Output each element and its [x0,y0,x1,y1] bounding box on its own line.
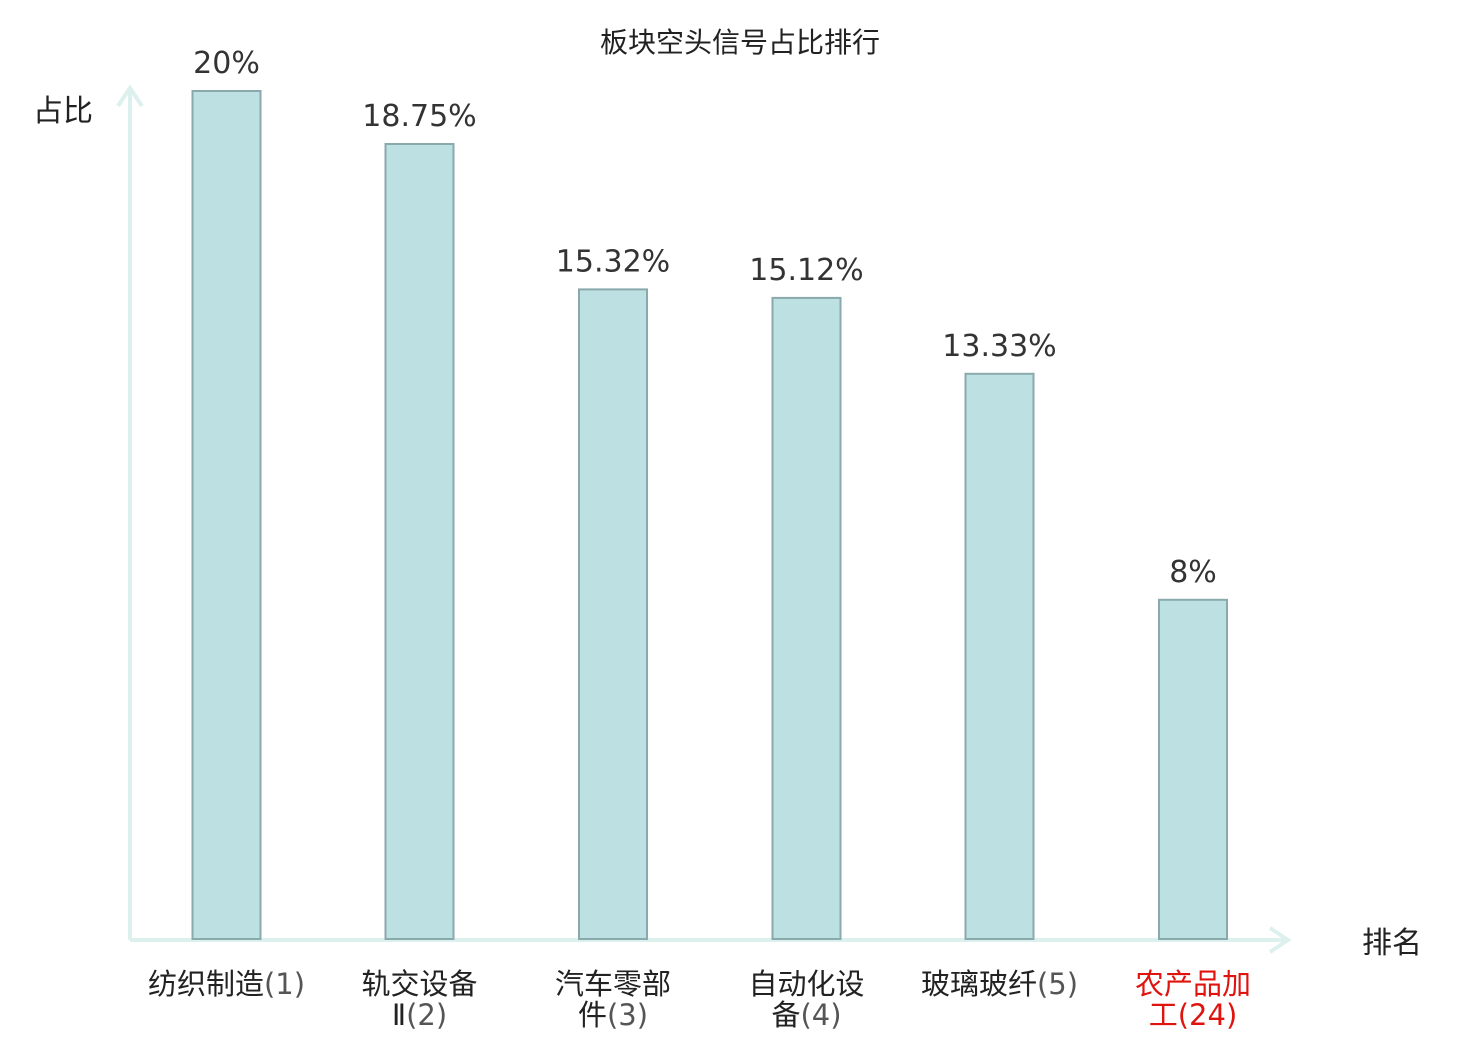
value-label-2: 18.75% [362,99,476,134]
category-rank: (5) [1037,967,1078,1001]
category-label-5: 玻璃玻纤(5) [921,967,1078,1001]
axes [116,84,1292,954]
category-name-line: Ⅱ [392,998,406,1032]
value-label-6: 8% [1169,555,1217,590]
category-name-line: 农产品加 [1135,967,1251,1001]
category-label-6: 农产品加工(24) [1135,967,1251,1032]
category-name-line: 轨交设备 [361,967,477,1001]
value-labels-group: 20% 18.75% 15.32% 15.12% 13.33% 8% [193,46,1217,590]
value-label-4: 15.12% [749,253,863,288]
y-axis-label: 占比 [33,94,93,129]
category-rank: (4) [800,998,841,1032]
category-label-3: 汽车零部件(3) [555,967,671,1032]
y-axis-arrow [116,84,144,108]
category-name-line: 工 [1149,998,1178,1032]
x-axis-arrow [1268,926,1292,954]
category-name-line: 汽车零部 [555,967,671,1001]
category-label-4: 自动化设备(4) [748,967,864,1032]
category-label-2: 轨交设备 Ⅱ(2) [361,967,477,1032]
x-axis-label: 排名 [1362,926,1422,961]
category-name-line: 自动化设 [748,967,864,1001]
bar-1 [191,90,262,940]
chart-title: 板块空头信号占比排行 [600,26,880,59]
value-label-3: 15.32% [556,244,670,279]
category-name-line: 玻璃玻纤 [921,967,1037,1001]
category-rank: (2) [406,998,447,1032]
category-name-line: 备 [771,998,800,1032]
value-label-1: 20% [193,46,260,81]
category-rank: (24) [1178,998,1238,1032]
bar-4 [771,296,842,940]
bar-2 [384,143,455,940]
bars-group [191,90,1228,940]
category-label-1: 纺织制造(1) [148,967,305,1001]
category-rank: (1) [264,967,305,1001]
category-rank: (3) [607,998,648,1032]
value-label-5: 13.33% [942,329,1056,364]
category-name-line: 件 [578,998,607,1032]
bar-3 [578,288,648,940]
bar-6 [1158,598,1228,940]
category-labels-group: 纺织制造(1) 轨交设备 Ⅱ(2) 汽车零部件(3) 自动化设备(4) 玻璃玻纤(5) 农产… [148,967,1251,1032]
category-name-line: 纺织制造 [148,967,264,1001]
bar-5 [964,372,1035,940]
